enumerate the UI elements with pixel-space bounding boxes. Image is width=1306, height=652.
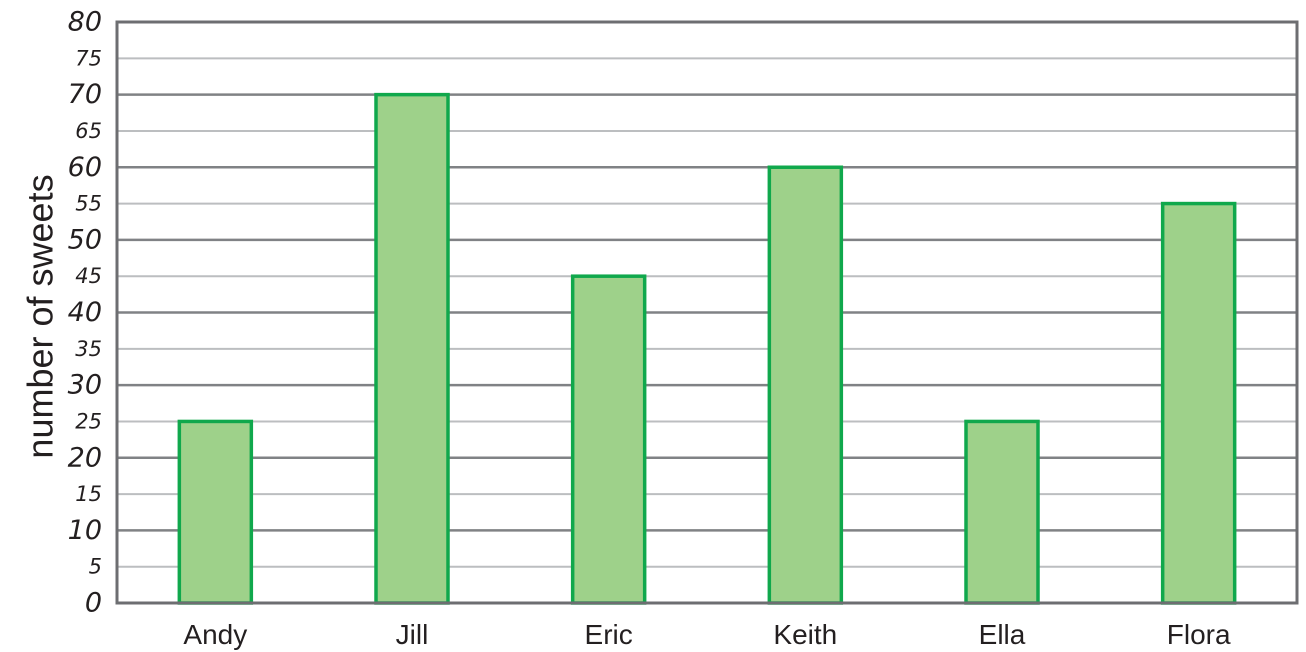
y-tick-label-0: 0	[85, 588, 102, 619]
y-tick-label-35: 35	[75, 337, 102, 361]
y-tick-label-5: 5	[89, 555, 102, 579]
x-category-label-keith: Keith	[773, 619, 837, 650]
y-tick-label-65: 65	[75, 119, 102, 143]
bar-ella	[964, 419, 1040, 605]
y-tick-label-55: 55	[75, 192, 102, 216]
y-tick-label-80: 80	[68, 7, 102, 38]
x-category-label-ella: Ella	[979, 619, 1026, 650]
y-tick-label-20: 20	[68, 442, 102, 473]
y-tick-label-75: 75	[75, 46, 102, 70]
y-tick-label-30: 30	[68, 370, 102, 401]
bar-flora	[1160, 201, 1237, 605]
y-tick-label-10: 10	[68, 515, 102, 546]
x-category-label-andy: Andy	[183, 619, 247, 650]
plot-frame	[115, 20, 1299, 605]
y-axis-ticks: 0 5 10 15 20 25 30 35 40 45 50 55 60 65 70 75 80	[68, 7, 102, 619]
y-tick-label-40: 40	[68, 297, 102, 328]
bar-keith	[767, 165, 844, 605]
gridlines	[117, 20, 1297, 605]
bars	[177, 92, 1237, 605]
y-tick-label-45: 45	[75, 264, 102, 288]
y-tick-label-50: 50	[68, 224, 102, 255]
bar-andy	[177, 419, 254, 605]
y-tick-label-25: 25	[75, 409, 102, 433]
x-category-label-eric: Eric	[585, 619, 633, 650]
x-axis-ticks: Andy Jill Eric Keith Ella Flora	[183, 619, 1231, 650]
y-tick-label-70: 70	[68, 79, 102, 110]
y-tick-label-60: 60	[68, 152, 102, 183]
y-tick-label-15: 15	[75, 482, 102, 506]
bar-jill	[374, 92, 450, 605]
x-category-label-flora: Flora	[1167, 619, 1231, 650]
x-category-label-jill: Jill	[396, 619, 429, 650]
bar-eric	[570, 274, 647, 605]
y-axis-title: number of sweets	[20, 174, 61, 458]
